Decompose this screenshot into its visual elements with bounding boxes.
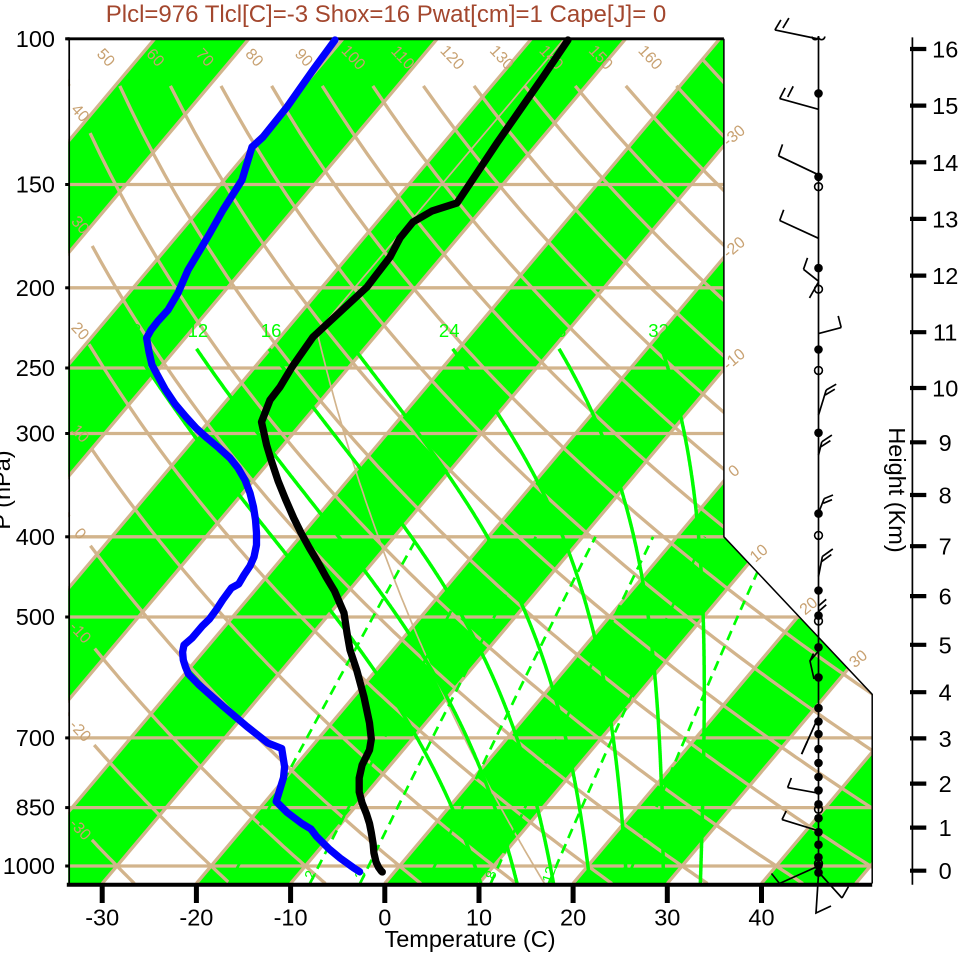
svg-text:200: 200 [16,275,55,301]
svg-text:5: 5 [939,632,952,658]
svg-text:-30: -30 [85,905,119,931]
svg-text:1: 1 [939,815,952,841]
svg-text:14: 14 [932,150,958,176]
svg-text:300: 300 [16,421,55,447]
svg-text:Temperature (C): Temperature (C) [384,926,555,952]
svg-text:150: 150 [16,172,55,198]
svg-text:11: 11 [933,320,957,346]
svg-text:1000: 1000 [3,853,55,879]
svg-text:8: 8 [939,483,952,509]
svg-text:20: 20 [560,905,586,931]
svg-text:9: 9 [939,430,952,456]
svg-text:Height (Km): Height (Km) [884,427,910,552]
svg-text:500: 500 [16,604,55,630]
svg-text:100: 100 [16,26,55,52]
svg-text:7: 7 [939,534,952,560]
svg-text:13: 13 [932,206,958,232]
svg-text:12: 12 [188,320,209,341]
svg-text:Plcl=976 Tlcl[C]=-3 Shox=16 Pw: Plcl=976 Tlcl[C]=-3 Shox=16 Pwat[cm]=1 C… [106,1,667,28]
svg-text:40: 40 [748,905,774,931]
svg-text:30: 30 [654,905,680,931]
svg-text:2: 2 [939,771,952,797]
svg-text:6: 6 [939,584,952,610]
svg-text:-20: -20 [179,905,213,931]
svg-text:250: 250 [16,355,55,381]
svg-text:28: 28 [546,320,567,341]
svg-text:15: 15 [932,93,958,119]
svg-text:0: 0 [939,858,952,884]
svg-text:20: 20 [345,320,366,341]
svg-text:16: 16 [932,37,958,63]
svg-text:16: 16 [261,320,282,341]
svg-text:12: 12 [932,263,958,289]
svg-text:32: 32 [648,320,669,341]
svg-text:700: 700 [16,725,55,751]
svg-text:4: 4 [939,680,952,706]
svg-text:400: 400 [16,524,55,550]
svg-text:850: 850 [16,795,55,821]
svg-text:8: 8 [131,320,141,341]
svg-text:24: 24 [439,320,460,341]
svg-text:10: 10 [932,376,958,402]
svg-text:P (hPa): P (hPa) [0,450,15,529]
svg-text:3: 3 [939,726,952,752]
svg-text:-10: -10 [274,905,308,931]
